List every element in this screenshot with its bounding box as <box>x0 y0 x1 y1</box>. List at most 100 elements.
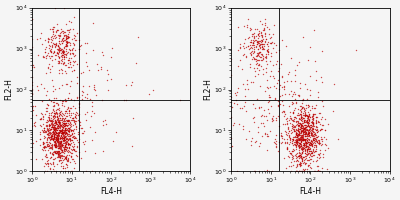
Point <box>256 44 262 47</box>
Point <box>57 156 63 159</box>
Point <box>57 121 64 124</box>
Point <box>104 79 110 82</box>
Point <box>54 122 60 125</box>
Point <box>36 133 43 136</box>
Point <box>38 124 44 127</box>
Point <box>316 128 323 132</box>
Point <box>71 131 78 134</box>
Point <box>53 132 59 135</box>
Point <box>295 148 302 152</box>
Point <box>262 40 268 44</box>
Point <box>294 134 300 137</box>
Point <box>260 72 266 75</box>
Point <box>256 43 263 46</box>
Point <box>284 148 291 151</box>
Point <box>64 40 70 44</box>
Point <box>269 170 275 173</box>
Point <box>62 119 69 122</box>
Point <box>316 155 323 159</box>
Point <box>55 34 62 38</box>
Point <box>316 141 322 144</box>
Point <box>298 157 304 160</box>
Point <box>58 30 65 33</box>
Point <box>259 34 266 37</box>
Point <box>62 146 68 149</box>
Point <box>70 158 76 161</box>
Point <box>56 152 62 155</box>
Point <box>60 133 67 136</box>
Point <box>306 124 313 127</box>
Point <box>306 141 312 144</box>
Point <box>68 57 74 60</box>
Point <box>56 98 63 101</box>
Point <box>298 131 305 135</box>
Point <box>54 132 61 136</box>
Point <box>68 114 74 117</box>
Point <box>298 106 305 109</box>
Point <box>53 144 60 147</box>
Point <box>63 131 70 134</box>
Point <box>315 142 321 145</box>
Point <box>307 116 313 119</box>
Point <box>325 122 331 125</box>
Point <box>50 51 56 55</box>
Point <box>256 51 262 54</box>
Point <box>40 56 46 59</box>
Point <box>312 133 318 136</box>
Point <box>71 120 78 123</box>
Point <box>60 58 67 61</box>
Point <box>70 147 76 150</box>
Point <box>304 116 310 119</box>
Point <box>302 162 308 166</box>
Point <box>312 137 319 140</box>
Point <box>250 103 256 106</box>
Point <box>44 136 51 139</box>
Point <box>308 166 314 169</box>
Point <box>264 78 270 82</box>
Point <box>75 140 82 143</box>
Point <box>59 36 66 39</box>
Point <box>256 41 262 44</box>
Point <box>50 168 56 171</box>
Point <box>253 66 260 69</box>
Point <box>246 129 252 133</box>
Point <box>64 139 70 143</box>
Point <box>56 151 63 154</box>
Point <box>284 79 290 83</box>
Point <box>276 87 282 90</box>
Point <box>313 78 319 82</box>
Point <box>281 110 288 113</box>
Point <box>58 118 64 121</box>
Point <box>75 133 81 136</box>
Point <box>51 135 57 138</box>
Point <box>306 142 313 146</box>
Point <box>308 142 314 146</box>
Point <box>61 148 68 151</box>
Point <box>55 147 62 150</box>
Point <box>303 113 310 116</box>
Point <box>52 118 58 122</box>
Point <box>302 111 309 114</box>
Point <box>67 120 74 123</box>
Point <box>290 144 296 147</box>
Point <box>294 141 301 144</box>
Point <box>51 111 58 114</box>
Point <box>290 118 297 121</box>
Point <box>309 118 315 121</box>
Point <box>228 170 234 173</box>
Point <box>61 150 67 153</box>
Point <box>301 138 307 141</box>
Point <box>306 88 313 92</box>
Point <box>245 37 251 40</box>
Point <box>58 30 64 33</box>
Point <box>296 163 303 166</box>
Point <box>56 144 62 147</box>
Point <box>300 156 306 159</box>
Point <box>295 145 302 148</box>
Point <box>69 41 76 45</box>
Point <box>64 43 70 47</box>
Point <box>67 49 73 52</box>
Point <box>278 140 285 143</box>
Point <box>56 158 63 161</box>
Point <box>59 135 66 139</box>
